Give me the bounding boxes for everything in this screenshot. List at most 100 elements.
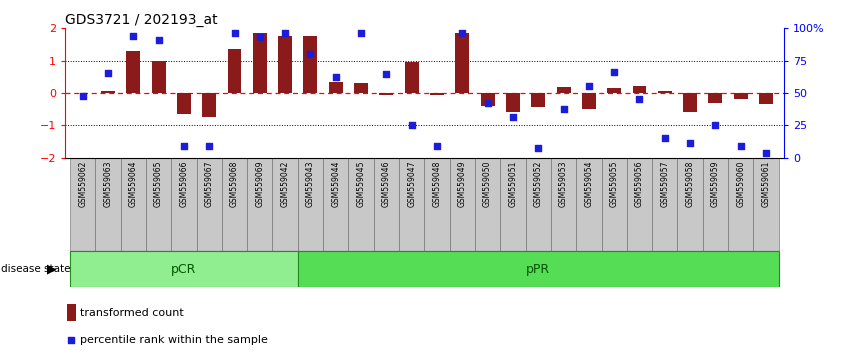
Text: GSM559057: GSM559057 xyxy=(660,160,669,207)
Point xyxy=(278,30,292,36)
Text: GSM559063: GSM559063 xyxy=(103,160,113,207)
Bar xyxy=(247,158,273,251)
Point xyxy=(506,114,520,120)
Text: GSM559051: GSM559051 xyxy=(508,160,517,207)
Bar xyxy=(753,158,779,251)
Bar xyxy=(348,158,374,251)
Text: GSM559062: GSM559062 xyxy=(78,160,87,207)
Bar xyxy=(424,158,449,251)
Point xyxy=(404,122,418,128)
Point xyxy=(101,70,115,76)
Point xyxy=(177,143,191,149)
Bar xyxy=(652,158,677,251)
Bar xyxy=(627,158,652,251)
Bar xyxy=(702,158,728,251)
Bar xyxy=(197,158,222,251)
Bar xyxy=(228,49,242,93)
Text: GSM559050: GSM559050 xyxy=(483,160,492,207)
Point xyxy=(708,122,722,128)
Point xyxy=(152,37,165,42)
Bar xyxy=(171,158,197,251)
Bar xyxy=(70,158,95,251)
Text: GSM559049: GSM559049 xyxy=(458,160,467,207)
Bar xyxy=(146,158,171,251)
Text: GSM559056: GSM559056 xyxy=(635,160,644,207)
Bar xyxy=(298,158,323,251)
Bar xyxy=(677,158,702,251)
Bar xyxy=(449,158,475,251)
Point xyxy=(481,100,494,105)
Bar xyxy=(379,93,393,95)
Point xyxy=(607,69,621,75)
Bar xyxy=(658,91,672,93)
Text: GSM559068: GSM559068 xyxy=(230,160,239,207)
Bar xyxy=(278,36,292,93)
Point xyxy=(75,93,89,98)
Bar xyxy=(323,158,348,251)
Point xyxy=(632,97,646,102)
Bar xyxy=(354,83,368,93)
Text: GSM559046: GSM559046 xyxy=(382,160,391,207)
Bar xyxy=(303,36,318,93)
Text: GDS3721 / 202193_at: GDS3721 / 202193_at xyxy=(65,13,217,27)
Text: GSM559052: GSM559052 xyxy=(533,160,543,207)
Bar xyxy=(582,93,596,109)
Bar xyxy=(126,51,140,93)
Text: GSM559060: GSM559060 xyxy=(736,160,746,207)
Text: disease state: disease state xyxy=(1,264,70,274)
Text: pPR: pPR xyxy=(527,263,550,275)
Text: GSM559048: GSM559048 xyxy=(432,160,442,207)
Text: GSM559054: GSM559054 xyxy=(585,160,593,207)
Bar xyxy=(551,158,576,251)
Bar xyxy=(101,91,115,93)
Text: GSM559043: GSM559043 xyxy=(306,160,315,207)
Bar xyxy=(253,33,267,93)
Point xyxy=(379,72,393,77)
Text: GSM559065: GSM559065 xyxy=(154,160,163,207)
Text: GSM559042: GSM559042 xyxy=(281,160,289,207)
Point xyxy=(126,33,140,39)
Text: ▶: ▶ xyxy=(47,263,56,275)
Point xyxy=(734,143,747,149)
Text: GSM559067: GSM559067 xyxy=(204,160,214,207)
Text: GSM559069: GSM559069 xyxy=(255,160,264,207)
Bar xyxy=(501,158,526,251)
Text: GSM559059: GSM559059 xyxy=(711,160,720,207)
Point xyxy=(64,337,78,343)
Point xyxy=(430,143,444,149)
Bar xyxy=(708,93,722,103)
Bar xyxy=(177,93,191,114)
Text: GSM559066: GSM559066 xyxy=(179,160,189,207)
Bar xyxy=(273,158,298,251)
Bar xyxy=(607,88,621,93)
Point xyxy=(582,83,596,88)
Point xyxy=(759,150,773,155)
Text: GSM559044: GSM559044 xyxy=(332,160,340,207)
Point xyxy=(253,34,267,40)
Bar xyxy=(576,158,602,251)
Bar xyxy=(329,82,343,93)
Bar xyxy=(374,158,399,251)
Bar xyxy=(456,33,469,93)
Bar xyxy=(526,158,551,251)
Text: GSM559045: GSM559045 xyxy=(357,160,365,207)
Point xyxy=(329,74,343,80)
Bar xyxy=(531,93,546,108)
Bar xyxy=(481,93,494,106)
Bar xyxy=(67,304,75,321)
Bar xyxy=(475,158,501,251)
Text: percentile rank within the sample: percentile rank within the sample xyxy=(80,335,268,345)
Text: GSM559058: GSM559058 xyxy=(686,160,695,207)
Bar xyxy=(602,158,627,251)
Bar xyxy=(203,93,216,117)
Point xyxy=(456,30,469,36)
Point xyxy=(683,140,697,145)
Text: GSM559053: GSM559053 xyxy=(559,160,568,207)
Bar xyxy=(557,87,571,93)
Bar xyxy=(152,61,165,93)
Bar xyxy=(222,158,247,251)
Bar xyxy=(759,93,773,104)
Bar xyxy=(120,158,146,251)
Point xyxy=(532,145,546,151)
Bar xyxy=(683,93,697,112)
